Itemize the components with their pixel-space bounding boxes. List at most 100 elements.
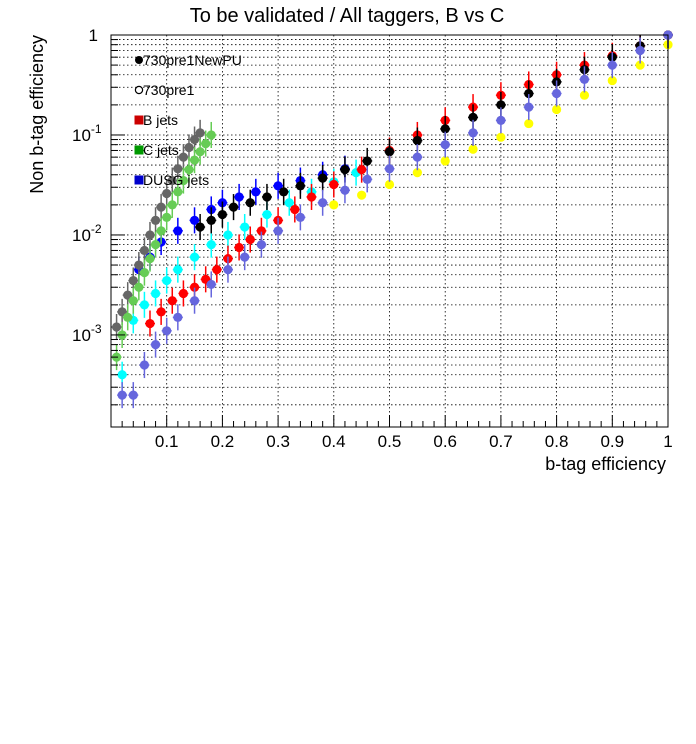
data-point (150, 215, 161, 225)
data-point (251, 187, 261, 197)
series-b_pre1 (329, 40, 673, 210)
data-point (111, 322, 122, 332)
data-point (223, 230, 233, 240)
data-point (295, 212, 305, 222)
data-point (524, 102, 534, 112)
series-purple_pre1 (117, 30, 673, 409)
data-point (384, 164, 395, 174)
data-point (123, 312, 133, 322)
data-point (240, 222, 250, 232)
data-point (178, 175, 189, 186)
data-point (167, 175, 177, 186)
data-point (635, 45, 645, 56)
data-point (273, 226, 283, 236)
data-point (412, 135, 422, 146)
data-point (134, 260, 144, 270)
data-point (173, 312, 183, 322)
legend-label: 730pre1 (143, 82, 195, 98)
x-tick-labels: 0.1 0.2 0.3 0.4 0.5 0.6 0.7 0.8 0.9 1 (155, 432, 673, 451)
axis-ticks (111, 34, 658, 427)
data-point (189, 252, 200, 262)
y-tick-label: 10-3 (72, 322, 102, 345)
y-tick-label: 1 (89, 26, 98, 45)
data-point (552, 88, 562, 99)
data-point (184, 165, 194, 175)
data-point (206, 279, 216, 290)
data-point (162, 326, 172, 336)
data-point (195, 147, 205, 157)
data-point (201, 138, 211, 149)
legend-label: B jets (143, 112, 178, 128)
data-point (607, 60, 617, 70)
data-point (162, 212, 172, 222)
series-black_newpu (195, 30, 673, 241)
data-point (145, 230, 155, 240)
data-point (139, 245, 150, 256)
data-point (256, 240, 266, 250)
x-tick-label: 0.4 (322, 432, 346, 451)
legend-item: B jets (134, 112, 178, 128)
data-point (340, 185, 350, 195)
x-tick-label: 0.2 (211, 432, 235, 451)
data-point (117, 370, 127, 380)
legend-item: C jets (134, 142, 179, 158)
data-point (440, 156, 450, 166)
legend-marker (134, 145, 144, 155)
legend-marker (134, 115, 144, 125)
legend-marker (134, 175, 144, 185)
data-point (128, 296, 138, 306)
data-point (156, 202, 166, 212)
data-point (468, 112, 478, 122)
y-tick-labels: 10-3 10-2 10-1 1 (72, 26, 102, 345)
data-point (256, 226, 266, 236)
y-tick-label: 10-2 (72, 222, 102, 245)
x-tick-label: 0.7 (489, 432, 513, 451)
legend-marker (135, 56, 143, 64)
data-point (524, 118, 534, 129)
data-point (496, 132, 506, 142)
data-point (290, 204, 300, 215)
y-axis-label: Non b-tag efficiency (27, 35, 47, 194)
y-tick-label: 10-1 (72, 122, 102, 145)
data-point (468, 128, 478, 138)
data-point (123, 290, 133, 300)
data-point (145, 254, 155, 264)
x-tick-label: 0.1 (155, 432, 179, 451)
data-point (262, 209, 272, 220)
x-tick-label: 0.3 (266, 432, 290, 451)
data-point (206, 240, 216, 250)
legend-label: 730pre1NewPU (143, 52, 242, 68)
data-point (362, 156, 372, 166)
x-tick-label: 0.9 (600, 432, 624, 451)
chart-title: To be validated / All taggers, B vs C (190, 5, 505, 27)
data-point (189, 155, 200, 165)
data-point (340, 165, 350, 175)
data-point (279, 187, 289, 197)
data-point (329, 200, 339, 210)
data-point (552, 104, 562, 115)
data-point (189, 215, 200, 225)
x-tick-label: 0.8 (545, 432, 569, 451)
data-point (228, 202, 239, 212)
x-tick-label: 0.6 (433, 432, 457, 451)
legend-item: DUSG jets (134, 172, 209, 188)
data-point (440, 124, 450, 134)
data-point (178, 288, 189, 299)
series-layer (111, 30, 673, 409)
data-point (217, 209, 227, 220)
data-point (189, 134, 200, 145)
data-point (223, 265, 233, 275)
data-point (173, 164, 183, 174)
data-point (635, 60, 645, 70)
data-point (306, 192, 317, 202)
data-point (206, 130, 216, 140)
data-point (145, 318, 155, 329)
data-point (524, 88, 534, 99)
data-point (167, 296, 177, 306)
data-point (173, 187, 183, 197)
x-axis-label: b-tag efficiency (545, 454, 666, 474)
legend-marker (134, 85, 144, 95)
data-point (245, 198, 255, 208)
